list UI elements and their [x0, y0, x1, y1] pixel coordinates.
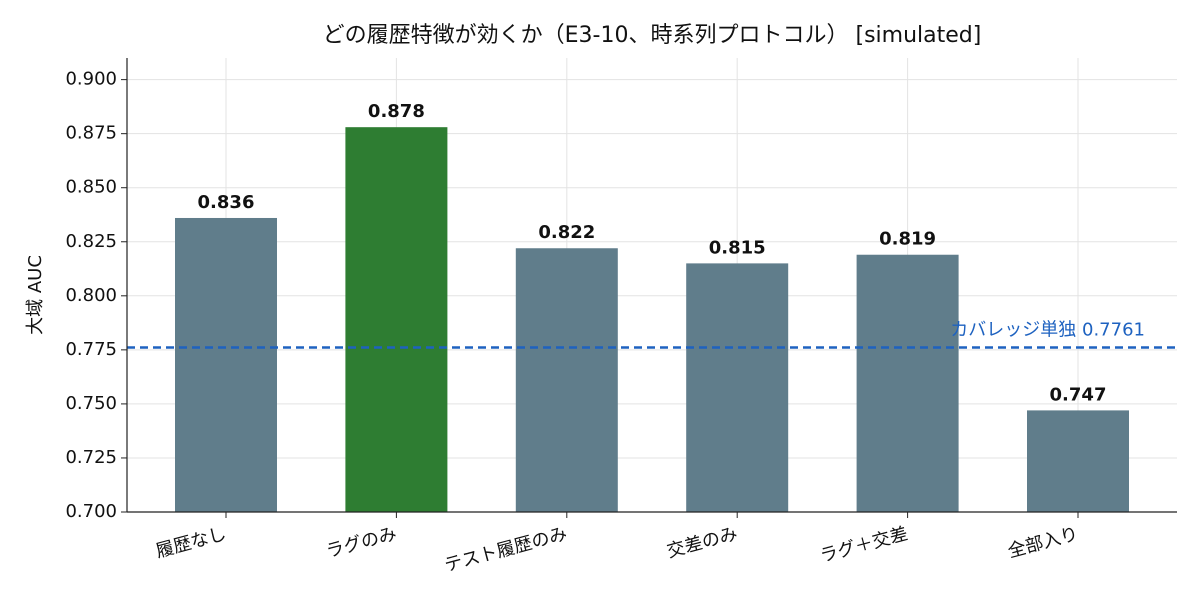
- y-axis-label: 大域 AUC: [25, 255, 46, 335]
- value-label: 0.819: [879, 229, 936, 250]
- bar: [856, 254, 959, 512]
- value-label: 0.815: [709, 237, 766, 258]
- x-tick-label: テスト履歴のみ: [442, 523, 569, 576]
- y-tick-label: 0.725: [65, 447, 117, 468]
- bar: [1027, 410, 1129, 512]
- bar: [345, 127, 448, 512]
- x-tick-label: 履歴なし: [154, 523, 229, 562]
- x-tick-label: 交差のみ: [665, 523, 740, 562]
- reference-label: カバレッジ単独 0.7761: [950, 319, 1145, 340]
- y-tick-label: 0.850: [65, 177, 117, 198]
- y-tick-label: 0.875: [65, 123, 117, 144]
- x-tick-label: 全部入り: [1006, 523, 1081, 562]
- y-tick-label: 0.750: [65, 393, 117, 414]
- bar: [686, 263, 789, 512]
- y-tick-label: 0.900: [65, 69, 117, 90]
- y-tick-label: 0.825: [65, 231, 117, 252]
- bar: [175, 217, 277, 512]
- value-label: 0.747: [1050, 384, 1107, 405]
- y-tick-label: 0.775: [65, 339, 117, 360]
- y-tick-label: 0.700: [65, 501, 117, 522]
- x-tick-label: ラグ＋交差: [818, 523, 910, 567]
- bar: [515, 248, 618, 512]
- value-label: 0.878: [368, 101, 425, 122]
- chart-title: どの履歴特徴が効くか（E3-10、時系列プロトコル） [simulated]: [323, 23, 982, 48]
- y-tick-label: 0.800: [65, 285, 117, 306]
- x-tick-label: ラグのみ: [324, 523, 399, 562]
- value-label: 0.822: [538, 222, 595, 243]
- value-label: 0.836: [198, 192, 255, 213]
